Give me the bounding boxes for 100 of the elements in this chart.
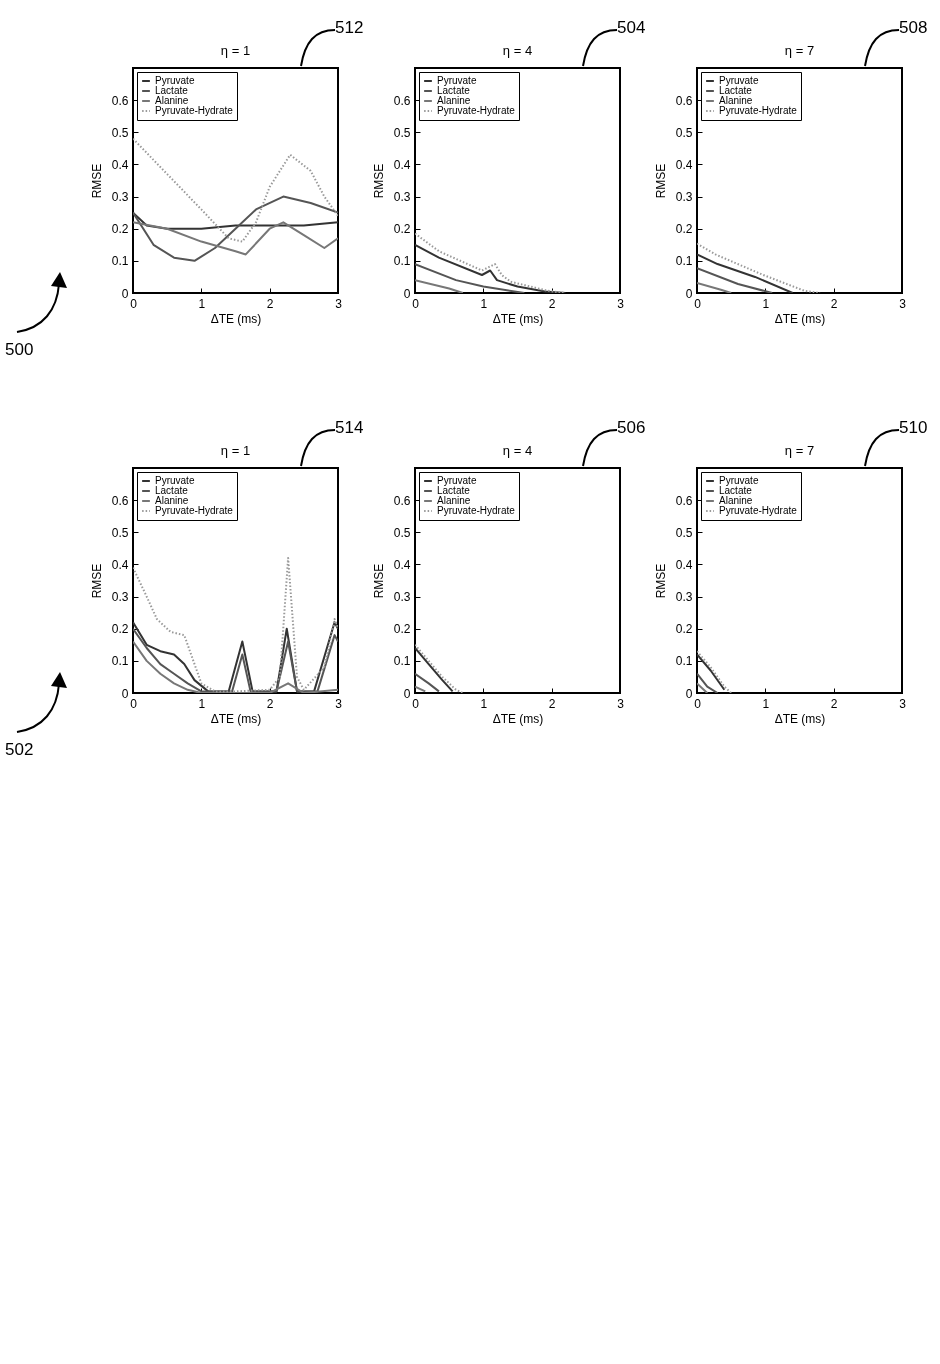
y-tick-label: 0.3 — [675, 590, 693, 605]
text: 504 — [617, 18, 646, 38]
y-tick-label: 0.1 — [393, 654, 411, 669]
legend-label: Alanine — [155, 95, 189, 106]
y-tick-label: 0.5 — [675, 525, 693, 540]
y-tick-label: 0.4 — [393, 557, 411, 572]
legend-label: Pyruvate — [437, 475, 477, 486]
y-tick-label: 0.3 — [111, 190, 129, 205]
y-axis-title: RMSE — [653, 563, 668, 599]
legend-label: Lactate — [155, 485, 189, 496]
x-tick-label: 3 — [899, 296, 907, 311]
y-tick-label: 0 — [121, 286, 129, 301]
line-series — [133, 137, 338, 243]
y-tick-label: 0.4 — [111, 157, 129, 172]
x-tick-label: 3 — [617, 696, 625, 711]
y-tick-label: 0.4 — [111, 557, 129, 572]
x-axis-title: ΔTE (ms) — [774, 711, 826, 726]
line-series — [133, 221, 338, 256]
legend-label: Lactate — [719, 85, 753, 96]
legend-label: Pyruvate — [437, 75, 477, 86]
y-tick-label: 0.6 — [111, 493, 129, 508]
line-series — [133, 195, 338, 262]
chart-title: η = 4 — [502, 43, 533, 58]
chart-title: η = 1 — [220, 443, 251, 458]
y-tick-label: 0.5 — [111, 525, 129, 540]
y-tick-label: 0.2 — [393, 622, 411, 637]
legend-label: Lactate — [437, 85, 471, 96]
text: 502 — [5, 740, 34, 760]
y-tick-label: 0.6 — [111, 93, 129, 108]
y-tick-label: 0.3 — [675, 190, 693, 205]
x-tick-label: 1 — [198, 696, 206, 711]
legend-label: Alanine — [437, 495, 471, 506]
line-series — [415, 243, 567, 293]
y-tick-label: 0.1 — [675, 654, 693, 669]
legend-label: Lactate — [155, 85, 189, 96]
y-tick-label: 0 — [403, 286, 411, 301]
legend-label: Alanine — [437, 95, 471, 106]
y-tick-label: 0.5 — [675, 125, 693, 140]
y-tick-label: 0 — [121, 686, 129, 701]
y-tick-label: 0 — [685, 686, 693, 701]
y-tick-label: 0.3 — [393, 590, 411, 605]
text: 512 — [335, 18, 364, 38]
legend-label: Pyruvate — [155, 475, 195, 486]
x-tick-label: 2 — [266, 696, 274, 711]
x-axis-title: ΔTE (ms) — [210, 711, 262, 726]
x-axis-title: ΔTE (ms) — [210, 311, 262, 326]
x-tick-label: 3 — [899, 696, 907, 711]
y-tick-label: 0.4 — [675, 557, 693, 572]
y-tick-label: 0.1 — [111, 254, 129, 269]
x-tick-label: 2 — [266, 296, 274, 311]
legend-label: Alanine — [719, 495, 753, 506]
y-tick-label: 0.2 — [675, 622, 693, 637]
text: 500 — [5, 340, 34, 360]
y-tick-label: 0 — [685, 286, 693, 301]
y-tick-label: 0.2 — [111, 222, 129, 237]
y-tick-label: 0.5 — [111, 125, 129, 140]
x-tick-label: 2 — [830, 696, 838, 711]
legend-label: Pyruvate — [719, 75, 759, 86]
y-tick-label: 0.1 — [393, 254, 411, 269]
line-series — [415, 263, 526, 293]
chart-title: η = 7 — [784, 43, 815, 58]
text: 506 — [617, 418, 646, 438]
x-axis-title: ΔTE (ms) — [492, 711, 544, 726]
y-tick-label: 0.1 — [111, 654, 129, 669]
chart-title: η = 1 — [220, 43, 251, 58]
y-tick-label: 0.3 — [393, 190, 411, 205]
line-series — [133, 557, 338, 693]
x-tick-label: 3 — [335, 696, 343, 711]
legend-label: Pyruvate-Hydrate — [719, 105, 798, 116]
line-series — [133, 211, 338, 230]
line-series — [697, 253, 794, 293]
y-tick-label: 0.5 — [393, 125, 411, 140]
legend-label: Pyruvate-Hydrate — [155, 105, 234, 116]
y-tick-label: 0.6 — [393, 93, 411, 108]
x-tick-label: 2 — [548, 696, 556, 711]
y-tick-label: 0.2 — [111, 622, 129, 637]
x-tick-label: 1 — [762, 696, 770, 711]
text: 514 — [335, 418, 364, 438]
y-tick-label: 0.5 — [393, 525, 411, 540]
x-tick-label: 1 — [480, 696, 488, 711]
y-axis-title: RMSE — [89, 163, 104, 199]
legend-label: Lactate — [437, 485, 471, 496]
y-axis-title: RMSE — [653, 163, 668, 199]
legend-label: Pyruvate-Hydrate — [437, 105, 516, 116]
y-tick-label: 0.2 — [675, 222, 693, 237]
y-axis-title: RMSE — [371, 163, 386, 199]
line-series — [415, 643, 464, 693]
y-tick-label: 0.6 — [675, 493, 693, 508]
x-axis-title: ΔTE (ms) — [492, 311, 544, 326]
text: 508 — [899, 18, 928, 38]
x-tick-label: 1 — [762, 296, 770, 311]
legend-label: Pyruvate — [155, 75, 195, 86]
line-series — [415, 647, 454, 693]
chart-title: η = 4 — [502, 443, 533, 458]
legend-label: Pyruvate-Hydrate — [437, 505, 516, 516]
legend-label: Pyruvate-Hydrate — [155, 505, 234, 516]
legend-label: Pyruvate-Hydrate — [719, 505, 798, 516]
x-tick-label: 2 — [830, 296, 838, 311]
line-series — [415, 232, 567, 293]
legend-label: Lactate — [719, 485, 753, 496]
